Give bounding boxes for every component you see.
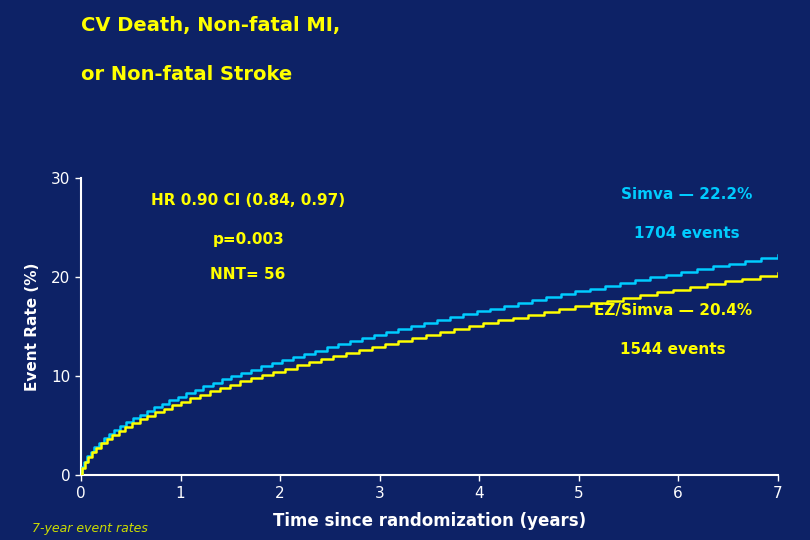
Text: 7-year event rates: 7-year event rates (32, 522, 148, 535)
X-axis label: Time since randomization (years): Time since randomization (years) (273, 512, 586, 530)
Text: 1544 events: 1544 events (620, 342, 726, 356)
Text: or Non-fatal Stroke: or Non-fatal Stroke (81, 65, 292, 84)
Text: p=0.003: p=0.003 (212, 232, 284, 247)
Text: Simva — 22.2%: Simva — 22.2% (621, 187, 752, 202)
Y-axis label: Event Rate (%): Event Rate (%) (25, 262, 40, 391)
Text: CV Death, Non-fatal MI,: CV Death, Non-fatal MI, (81, 16, 340, 35)
Text: HR 0.90 CI (0.84, 0.97): HR 0.90 CI (0.84, 0.97) (151, 193, 345, 208)
Text: NNT= 56: NNT= 56 (211, 267, 286, 282)
Text: 1704 events: 1704 events (634, 226, 740, 241)
Text: EZ/Simva — 20.4%: EZ/Simva — 20.4% (594, 303, 752, 318)
